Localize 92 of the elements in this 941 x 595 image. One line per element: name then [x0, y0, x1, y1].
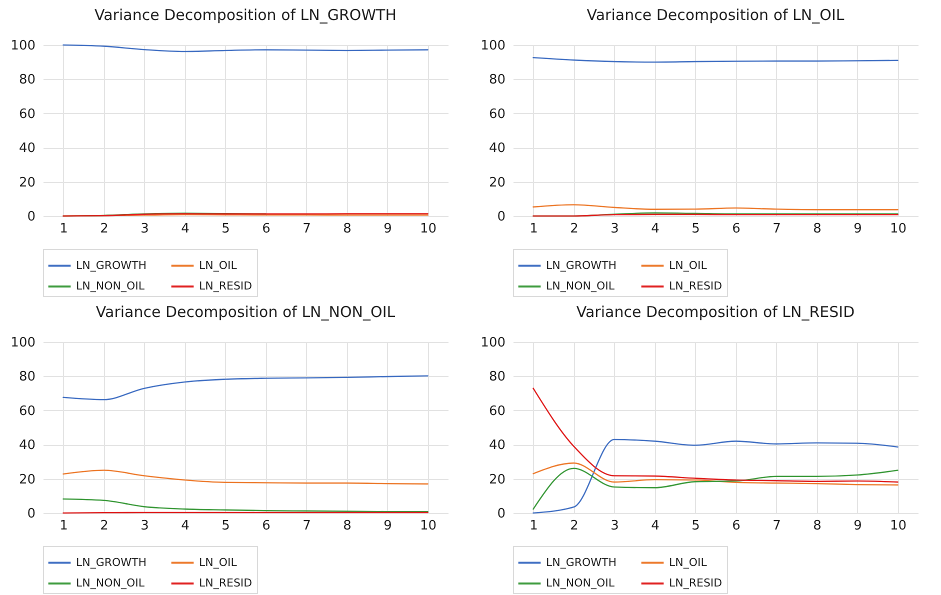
- legend-label: LN_RESID: [669, 576, 722, 590]
- legend-label: LN_NON_OIL: [76, 280, 146, 292]
- x-tick-label: 1: [530, 518, 538, 534]
- x-tick-label: 3: [140, 222, 149, 236]
- line-series: [62, 470, 428, 485]
- y-tick-label: 60: [18, 404, 36, 419]
- line-series: [62, 375, 428, 400]
- x-tick-label: 1: [60, 518, 68, 534]
- chart-title: Variance Decomposition of LN_RESID: [576, 303, 855, 321]
- x-tick-label: 9: [384, 518, 392, 534]
- x-tick-label: 5: [222, 518, 230, 534]
- legend-label: LN_GROWTH: [76, 258, 147, 272]
- chart-title: Variance Decomposition of LN_NON_OIL: [96, 303, 396, 321]
- legend-label: LN_GROWTH: [546, 556, 617, 569]
- legend-label: LN_NON_OIL: [546, 576, 616, 590]
- x-tick-label: 7: [772, 518, 781, 534]
- chart-title: Variance Decomposition of LN_OIL: [586, 6, 845, 24]
- x-tick-label: 9: [384, 222, 392, 236]
- legend-label: LN_RESID: [199, 280, 252, 292]
- x-tick-label: 2: [570, 222, 578, 236]
- x-tick-label: 8: [343, 518, 352, 534]
- y-tick-label: 40: [18, 438, 36, 454]
- line-series: [532, 462, 898, 486]
- legend-label: LN_OIL: [669, 556, 708, 569]
- legend-label: LN_RESID: [199, 576, 252, 590]
- legend-label: LN_GROWTH: [546, 258, 617, 272]
- y-tick-label: 0: [27, 210, 36, 224]
- legend-label: LN_RESID: [669, 280, 722, 292]
- y-tick-label: 60: [18, 106, 36, 122]
- x-tick-label: 7: [772, 222, 781, 236]
- x-tick-label: 4: [651, 222, 660, 236]
- x-tick-label: 3: [610, 518, 619, 534]
- x-tick-label: 9: [854, 222, 862, 236]
- x-tick-label: 8: [343, 222, 352, 236]
- y-tick-label: 80: [488, 72, 506, 88]
- chart-title: Variance Decomposition of LN_GROWTH: [94, 6, 396, 24]
- y-tick-label: 20: [18, 175, 36, 190]
- line-series: [62, 44, 428, 52]
- legend-label: LN_NON_OIL: [76, 576, 146, 590]
- x-tick-label: 1: [60, 222, 68, 236]
- x-tick-label: 2: [100, 518, 108, 534]
- x-tick-label: 6: [262, 222, 270, 236]
- y-tick-label: 0: [27, 506, 36, 522]
- x-tick-label: 4: [181, 222, 190, 236]
- x-tick-label: 9: [854, 518, 862, 534]
- legend-label: LN_OIL: [199, 258, 238, 272]
- y-tick-label: 80: [18, 72, 36, 88]
- x-tick-label: 5: [692, 518, 700, 534]
- x-tick-label: 7: [302, 518, 311, 534]
- x-tick-label: 8: [813, 222, 822, 236]
- y-tick-label: 40: [488, 141, 506, 156]
- x-tick-label: 6: [732, 518, 740, 534]
- x-tick-label: 7: [302, 222, 311, 236]
- y-tick-label: 100: [480, 336, 506, 350]
- y-tick-label: 80: [488, 370, 506, 385]
- line-series: [532, 438, 898, 514]
- y-tick-label: 100: [10, 336, 36, 350]
- legend-label: LN_OIL: [669, 258, 708, 272]
- x-tick-label: 2: [100, 222, 108, 236]
- y-tick-label: 40: [18, 141, 36, 156]
- x-tick-label: 2: [570, 518, 578, 534]
- x-tick-label: 10: [420, 222, 437, 236]
- x-tick-label: 4: [181, 518, 190, 534]
- y-tick-label: 60: [488, 106, 506, 122]
- line-series: [532, 468, 898, 510]
- legend-label: LN_NON_OIL: [546, 280, 616, 292]
- x-tick-label: 10: [890, 222, 907, 236]
- y-tick-label: 20: [18, 472, 36, 488]
- x-tick-label: 3: [140, 518, 149, 534]
- x-tick-label: 4: [651, 518, 660, 534]
- y-tick-label: 100: [10, 38, 36, 54]
- x-tick-label: 10: [420, 518, 437, 534]
- line-series: [62, 498, 428, 512]
- y-tick-label: 20: [488, 175, 506, 190]
- y-tick-label: 60: [488, 404, 506, 419]
- x-tick-label: 10: [890, 518, 907, 534]
- line-series: [532, 388, 898, 483]
- y-tick-label: 80: [18, 370, 36, 385]
- legend-label: LN_GROWTH: [76, 556, 147, 569]
- y-tick-label: 0: [497, 506, 506, 522]
- x-tick-label: 3: [610, 222, 619, 236]
- y-tick-label: 40: [488, 438, 506, 454]
- legend-label: LN_OIL: [199, 556, 238, 569]
- x-tick-label: 6: [732, 222, 740, 236]
- y-tick-label: 100: [480, 38, 506, 54]
- x-tick-label: 5: [692, 222, 700, 236]
- x-tick-label: 6: [262, 518, 270, 534]
- x-tick-label: 5: [222, 222, 230, 236]
- y-tick-label: 20: [488, 472, 506, 488]
- y-tick-label: 0: [497, 210, 506, 224]
- x-tick-label: 8: [813, 518, 822, 534]
- x-tick-label: 1: [530, 222, 538, 236]
